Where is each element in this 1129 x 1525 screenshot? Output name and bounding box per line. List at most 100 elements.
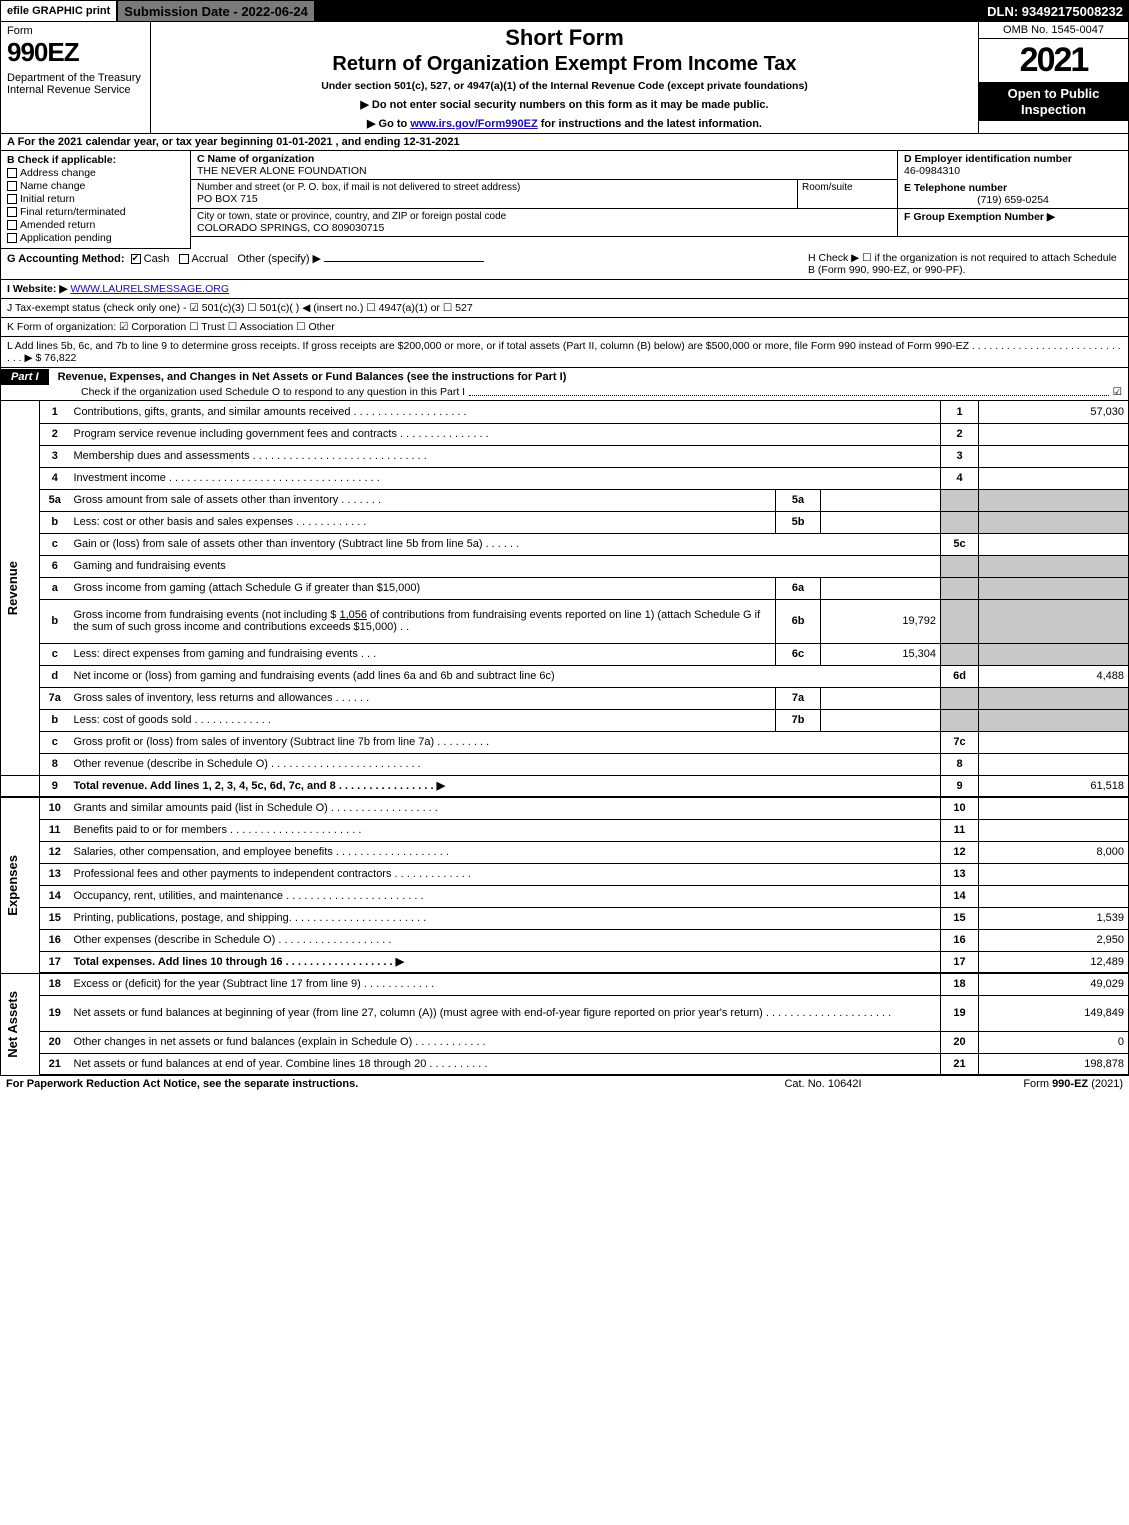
- grey-cell: [979, 555, 1129, 577]
- line-rnum: 2: [941, 423, 979, 445]
- line-rnum: 7c: [941, 731, 979, 753]
- line-l-value: 76,822: [44, 352, 76, 364]
- other-label: Other (specify) ▶: [237, 253, 321, 265]
- line-rval: 198,878: [979, 1053, 1129, 1075]
- grey-cell: [979, 489, 1129, 511]
- header-right: OMB No. 1545-0047 2021 Open to Public In…: [978, 22, 1128, 133]
- under-section-text: Under section 501(c), 527, or 4947(a)(1)…: [157, 80, 972, 92]
- table-row: Expenses 10Grants and similar amounts pa…: [1, 797, 1129, 819]
- efile-print-label[interactable]: efile GRAPHIC print: [0, 0, 117, 22]
- line-text: Investment income . . . . . . . . . . . …: [70, 467, 941, 489]
- line-num: 20: [40, 1031, 70, 1053]
- line-num: 8: [40, 753, 70, 775]
- org-address: PO BOX 715: [197, 193, 791, 205]
- line-text: Less: cost of goods sold . . . . . . . .…: [70, 709, 776, 731]
- line-text: Net income or (loss) from gaming and fun…: [70, 665, 941, 687]
- box-d-hdr: D Employer identification number: [904, 153, 1122, 165]
- table-row: 20Other changes in net assets or fund ba…: [1, 1031, 1129, 1053]
- goto-pre: ▶ Go to: [367, 118, 410, 130]
- line-num: 17: [40, 951, 70, 973]
- box-c-name-hdr: C Name of organization: [197, 153, 891, 165]
- line-text: Total revenue. Add lines 1, 2, 3, 4, 5c,…: [70, 775, 941, 797]
- line-text: Professional fees and other payments to …: [70, 863, 941, 885]
- table-row: 17Total expenses. Add lines 10 through 1…: [1, 951, 1129, 973]
- entity-block: B Check if applicable: Address change Na…: [0, 151, 1129, 249]
- table-row: cLess: direct expenses from gaming and f…: [1, 643, 1129, 665]
- check-accrual[interactable]: [179, 254, 189, 264]
- table-row: 21Net assets or fund balances at end of …: [1, 1053, 1129, 1075]
- open-to-public: Open to Public Inspection: [979, 82, 1128, 121]
- line-k-form-of-org: K Form of organization: ☑ Corporation ☐ …: [0, 318, 1129, 337]
- table-row: 9Total revenue. Add lines 1, 2, 3, 4, 5c…: [1, 775, 1129, 797]
- line-rval: [979, 753, 1129, 775]
- sub-val: [821, 511, 941, 533]
- check-amended-return[interactable]: Amended return: [7, 219, 184, 231]
- line-text: Gross profit or (loss) from sales of inv…: [70, 731, 941, 753]
- line-text: Membership dues and assessments . . . . …: [70, 445, 941, 467]
- line-num: b: [40, 599, 70, 643]
- website-link[interactable]: WWW.LAURELSMESSAGE.ORG: [70, 283, 229, 295]
- line-text: Other revenue (describe in Schedule O) .…: [70, 753, 941, 775]
- top-bar: efile GRAPHIC print Submission Date - 20…: [0, 0, 1129, 22]
- line-rnum: 14: [941, 885, 979, 907]
- part-i-sub: Check if the organization used Schedule …: [81, 386, 465, 398]
- other-specify-input[interactable]: [324, 261, 484, 262]
- line-rnum: 11: [941, 819, 979, 841]
- line-rnum: 9: [941, 775, 979, 797]
- line-text: Less: direct expenses from gaming and fu…: [70, 643, 776, 665]
- short-form-title: Short Form: [157, 25, 972, 51]
- line-rval: 149,849: [979, 995, 1129, 1031]
- line-num: 12: [40, 841, 70, 863]
- check-initial-return[interactable]: Initial return: [7, 193, 184, 205]
- line-num: d: [40, 665, 70, 687]
- dln-label: DLN: 93492175008232: [981, 0, 1129, 22]
- line-rnum: 17: [941, 951, 979, 973]
- line-text: Gross income from gaming (attach Schedul…: [70, 577, 776, 599]
- check-cash[interactable]: [131, 254, 141, 264]
- irs-link[interactable]: www.irs.gov/Form990EZ: [410, 118, 537, 130]
- room-hdr: Room/suite: [802, 182, 893, 193]
- tax-year: 2021: [979, 39, 1128, 82]
- page-footer: For Paperwork Reduction Act Notice, see …: [0, 1076, 1129, 1092]
- check-application-pending[interactable]: Application pending: [7, 232, 184, 244]
- check-name-change[interactable]: Name change: [7, 180, 184, 192]
- grey-cell: [979, 577, 1129, 599]
- line-rval: 57,030: [979, 401, 1129, 423]
- line-g-h: G Accounting Method: Cash Accrual Other …: [0, 249, 1129, 280]
- line-text: Gain or (loss) from sale of assets other…: [70, 533, 941, 555]
- table-row: 5aGross amount from sale of assets other…: [1, 489, 1129, 511]
- line-num: 7a: [40, 687, 70, 709]
- sub-col: 5b: [776, 511, 821, 533]
- line-rnum: 16: [941, 929, 979, 951]
- line-text: Less: cost or other basis and sales expe…: [70, 511, 776, 533]
- revenue-vlabel: Revenue: [5, 561, 35, 615]
- grey-cell: [941, 511, 979, 533]
- line-rval: [979, 533, 1129, 555]
- grey-cell: [979, 709, 1129, 731]
- sub-val: 19,792: [821, 599, 941, 643]
- form-word: Form: [7, 25, 144, 37]
- grey-cell: [941, 599, 979, 643]
- line-rnum: 13: [941, 863, 979, 885]
- box-e-hdr: E Telephone number: [904, 182, 1122, 194]
- grey-cell: [941, 709, 979, 731]
- line-rnum: 6d: [941, 665, 979, 687]
- line-text: Printing, publications, postage, and shi…: [70, 907, 941, 929]
- footer-paperwork: For Paperwork Reduction Act Notice, see …: [6, 1078, 723, 1090]
- line-rval: 1,539: [979, 907, 1129, 929]
- line-num: 13: [40, 863, 70, 885]
- box-e-phone: E Telephone number (719) 659-0254: [898, 180, 1128, 209]
- line-g-accounting: G Accounting Method: Cash Accrual Other …: [7, 252, 802, 276]
- part-i-checkbox[interactable]: ☑: [1113, 386, 1122, 398]
- line-num: 18: [40, 973, 70, 995]
- box-d-ein: D Employer identification number 46-0984…: [898, 151, 1128, 180]
- table-row: 12Salaries, other compensation, and empl…: [1, 841, 1129, 863]
- line-rval: [979, 423, 1129, 445]
- check-final-return[interactable]: Final return/terminated: [7, 206, 184, 218]
- table-row: cGain or (loss) from sale of assets othe…: [1, 533, 1129, 555]
- line-rval: 61,518: [979, 775, 1129, 797]
- line-num: 5a: [40, 489, 70, 511]
- table-row: 14Occupancy, rent, utilities, and mainte…: [1, 885, 1129, 907]
- org-name: THE NEVER ALONE FOUNDATION: [197, 165, 891, 177]
- check-address-change[interactable]: Address change: [7, 167, 184, 179]
